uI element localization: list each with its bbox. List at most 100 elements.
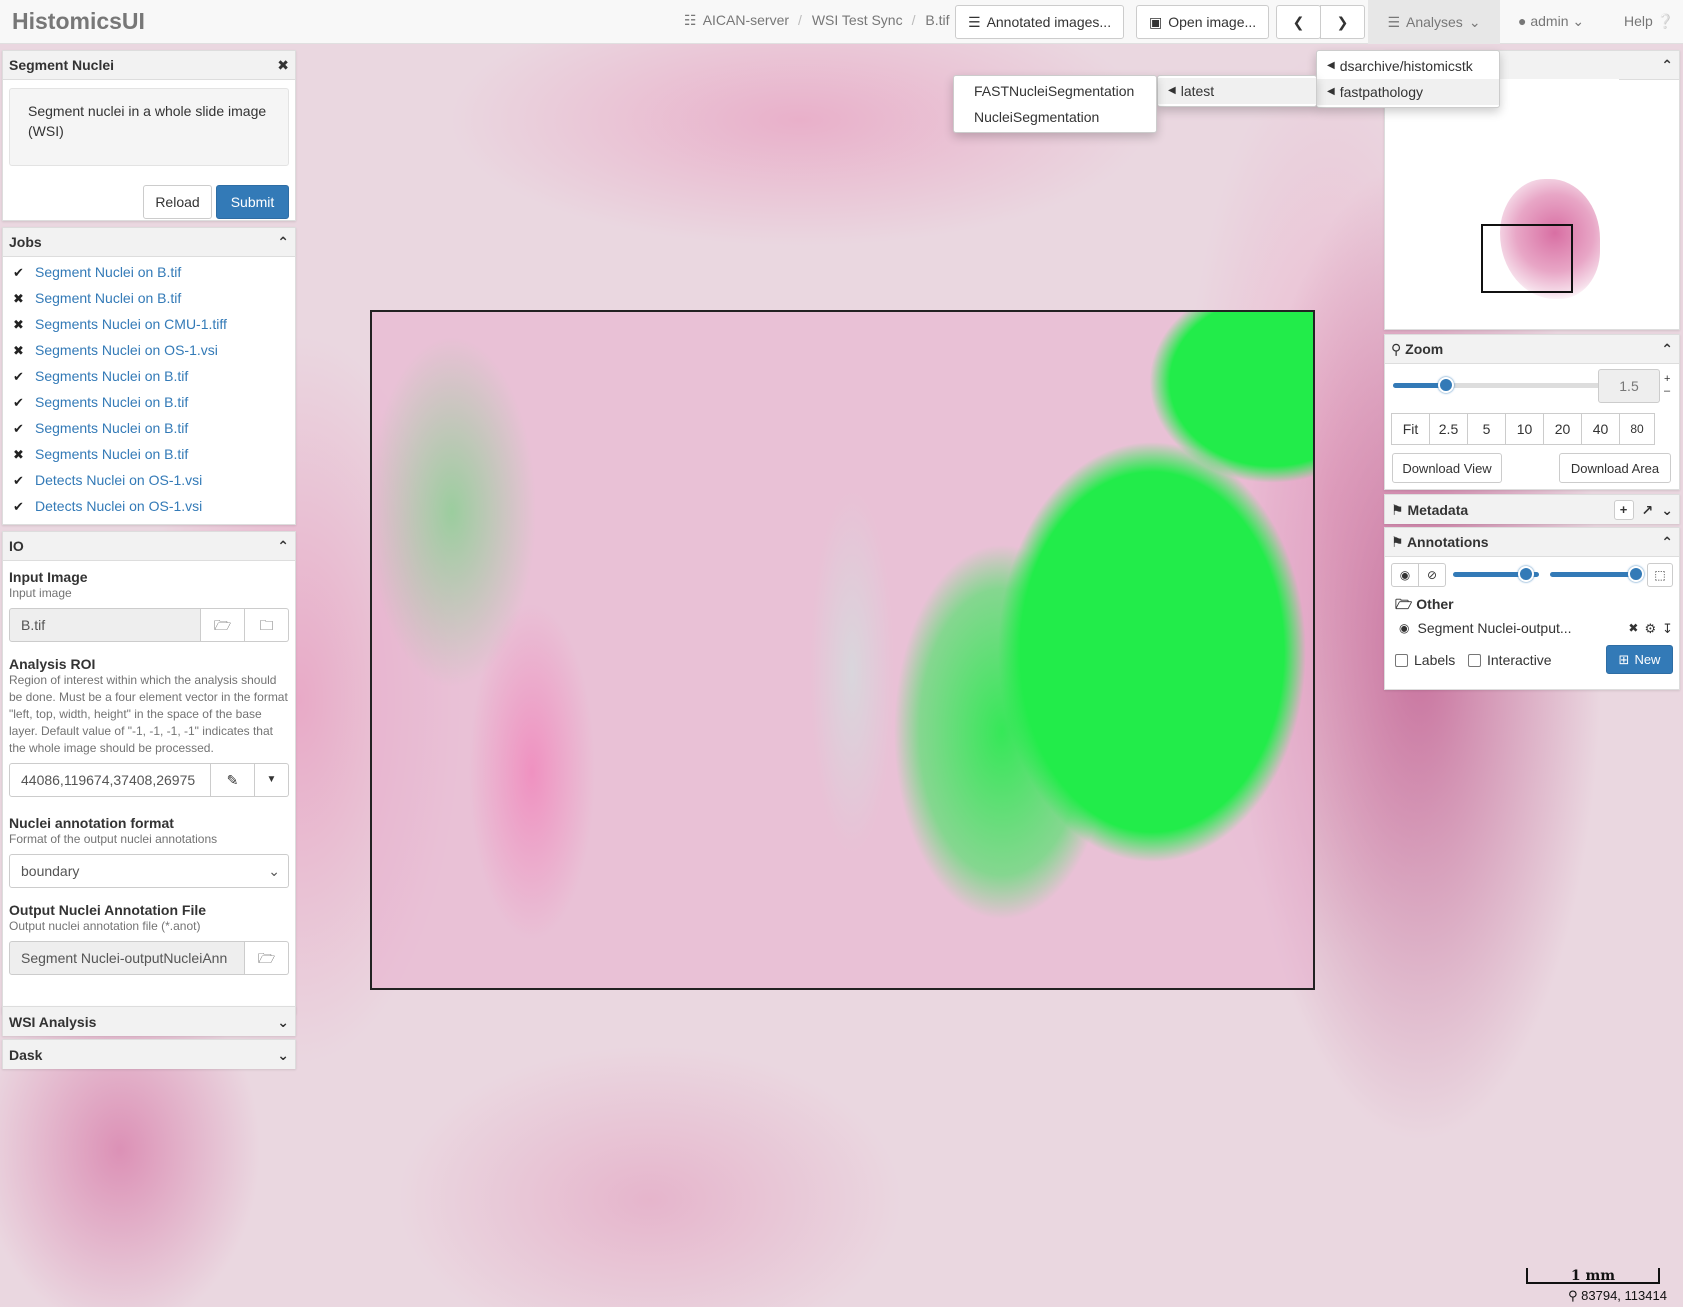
delete-icon[interactable]: ✖ xyxy=(1628,621,1639,635)
job-link[interactable]: Segments Nuclei on CMU-1.tiff xyxy=(35,316,227,332)
job-link[interactable]: Segment Nuclei on B.tif xyxy=(35,290,182,306)
draw-roi-button[interactable]: ✎ xyxy=(211,763,255,797)
job-link[interactable]: Segments Nuclei on B.tif xyxy=(35,394,189,410)
download-area-button[interactable]: Download Area xyxy=(1559,453,1671,483)
gear-icon[interactable]: ⚙ xyxy=(1644,620,1657,636)
annotation-item[interactable]: ◉ Segment Nuclei-output... ✖ ⚙ ↧ xyxy=(1399,620,1673,636)
zoom-slider[interactable] xyxy=(1393,377,1603,393)
previous-image-button[interactable]: ❮ xyxy=(1276,5,1321,39)
fill-opacity-slider-handle[interactable] xyxy=(1628,566,1644,582)
close-icon[interactable]: ✖ xyxy=(277,57,289,73)
annotations-header[interactable]: ⚑ Annotations ⌃ xyxy=(1385,528,1679,557)
zoom-preset-button[interactable]: 5 xyxy=(1467,413,1506,445)
reload-button[interactable]: Reload xyxy=(143,185,212,219)
metadata-header[interactable]: ⚑ Metadata + ↗ ⌄ xyxy=(1385,495,1679,524)
chevron-up-icon[interactable]: ⌃ xyxy=(1661,534,1673,550)
menu-item-dsarchive[interactable]: ◀ dsarchive/histomicstk xyxy=(1317,53,1499,79)
zoom-preset-button[interactable]: 20 xyxy=(1543,413,1582,445)
job-item[interactable]: ✔ Segments Nuclei on B.tif xyxy=(3,389,295,415)
brand-logo[interactable]: HistomicsUI xyxy=(12,8,145,34)
minus-icon[interactable]: – xyxy=(1664,385,1671,397)
zoom-slider-handle[interactable] xyxy=(1437,377,1454,393)
zoom-preset-button[interactable]: Fit xyxy=(1391,413,1430,445)
browse-folder-button[interactable]: 🗁 xyxy=(245,941,289,975)
zoom-preset-button[interactable]: 40 xyxy=(1581,413,1620,445)
chevron-down-icon[interactable]: ⌄ xyxy=(277,1046,289,1063)
chevron-down-icon[interactable]: ⌄ xyxy=(1661,501,1673,518)
chevron-up-icon[interactable]: ⌃ xyxy=(277,234,289,250)
chevron-up-icon[interactable]: ⌃ xyxy=(1661,57,1673,73)
open-image-button[interactable]: ▣ Open image... xyxy=(1136,5,1270,39)
job-link[interactable]: Segments Nuclei on OS-1.vsi xyxy=(35,342,218,358)
jobs-header[interactable]: Jobs ⌃ xyxy=(3,228,295,257)
labels-toggle[interactable]: Labels xyxy=(1395,652,1455,668)
download-view-button[interactable]: Download View xyxy=(1392,453,1502,483)
zoom-preset-button[interactable]: 2.5 xyxy=(1429,413,1468,445)
download-icon[interactable]: ↧ xyxy=(1662,620,1673,636)
plus-icon[interactable]: + xyxy=(1664,373,1671,385)
eye-icon[interactable]: ◉ xyxy=(1399,621,1410,635)
new-annotation-button[interactable]: ⊞ New xyxy=(1606,645,1673,674)
opacity-slider-handle[interactable] xyxy=(1518,566,1535,582)
hide-all-button[interactable]: ⊘ xyxy=(1418,563,1446,587)
analyses-menu[interactable]: ☰ Analyses ⌄ xyxy=(1368,0,1500,44)
chevron-up-icon[interactable]: ⌃ xyxy=(277,538,289,554)
show-all-button[interactable]: ◉ xyxy=(1391,563,1419,587)
expand-icon[interactable]: ↗ xyxy=(1641,501,1654,518)
zoom-preset-button[interactable]: 10 xyxy=(1505,413,1544,445)
job-item[interactable]: ✔ Detects Nuclei on OS-1.vsi xyxy=(3,467,295,493)
job-item[interactable]: ✖ Segments Nuclei on CMU-1.tiff xyxy=(3,311,295,337)
output-file-value[interactable]: Segment Nuclei-outputNucleiAnn xyxy=(9,941,245,975)
interactive-checkbox[interactable] xyxy=(1468,653,1481,667)
wsi-analysis-header[interactable]: WSI Analysis ⌄ xyxy=(3,1007,295,1036)
breadcrumb-folder[interactable]: WSI Test Sync xyxy=(811,12,903,28)
dask-header[interactable]: Dask ⌄ xyxy=(3,1040,295,1069)
menu-item-fast-nuclei-segmentation[interactable]: FASTNucleiSegmentation xyxy=(974,83,1135,99)
overview-thumbnail[interactable] xyxy=(1445,79,1619,325)
fill-opacity-slider[interactable] xyxy=(1550,566,1644,582)
zoom-value[interactable]: 1.5 xyxy=(1598,369,1660,403)
job-link[interactable]: Detects Nuclei on OS-1.vsi xyxy=(35,498,203,514)
job-item[interactable]: ✔ Segment Nuclei on B.tif xyxy=(3,259,295,285)
chevron-up-icon[interactable]: ⌃ xyxy=(1661,341,1673,357)
input-image-value[interactable]: B.tif xyxy=(9,608,201,642)
add-metadata-button[interactable]: + xyxy=(1613,499,1634,520)
job-link[interactable]: Segments Nuclei on B.tif xyxy=(35,420,189,436)
annotated-images-button[interactable]: ☰ Annotated images... xyxy=(955,5,1125,39)
labels-checkbox[interactable] xyxy=(1395,653,1408,667)
annotation-name[interactable]: Segment Nuclei-output... xyxy=(1417,620,1572,636)
zoom-stepper[interactable]: + – xyxy=(1664,373,1670,397)
breadcrumb-server[interactable]: AICAN-server xyxy=(702,12,790,28)
job-link[interactable]: Detects Nuclei on OS-1.vsi xyxy=(35,472,203,488)
wsi-analysis-panel[interactable]: WSI Analysis ⌄ xyxy=(2,1006,296,1036)
menu-item-nuclei-segmentation[interactable]: NucleiSegmentation xyxy=(974,109,1100,125)
help-link[interactable]: Help ❔ xyxy=(1624,13,1674,29)
user-menu[interactable]: ● admin ⌄ xyxy=(1518,13,1584,29)
menu-item-fastpathology[interactable]: ◀ fastpathology xyxy=(1317,79,1499,105)
job-item[interactable]: ✔ Segments Nuclei on B.tif xyxy=(3,415,295,441)
select-region-button[interactable]: ⬚ xyxy=(1647,563,1673,587)
submit-button[interactable]: Submit xyxy=(216,185,289,219)
zoom-preset-button[interactable]: 80 xyxy=(1619,413,1655,445)
dask-panel[interactable]: Dask ⌄ xyxy=(2,1039,296,1069)
upload-button[interactable]: 🗀 xyxy=(245,608,289,642)
job-item[interactable]: ✖ Segments Nuclei on OS-1.vsi xyxy=(3,337,295,363)
overview-viewport-box[interactable] xyxy=(1481,224,1573,293)
job-item[interactable]: ✔ Segments Nuclei on B.tif xyxy=(3,363,295,389)
next-image-button[interactable]: ❯ xyxy=(1320,5,1365,39)
job-link[interactable]: Segment Nuclei on B.tif xyxy=(35,264,182,280)
job-item[interactable]: ✔ Detects Nuclei on OS-1.vsi xyxy=(3,493,295,519)
io-header[interactable]: IO ⌃ xyxy=(3,532,295,561)
breadcrumb-image[interactable]: B.tif xyxy=(925,12,950,28)
job-link[interactable]: Segments Nuclei on B.tif xyxy=(35,368,189,384)
job-item[interactable]: ✖ Segment Nuclei on B.tif xyxy=(3,285,295,311)
job-link[interactable]: Segments Nuclei on B.tif xyxy=(35,446,189,462)
annotation-group[interactable]: 🗁 Other xyxy=(1395,596,1454,612)
format-select[interactable]: boundary ⌄ xyxy=(9,854,289,888)
chevron-down-icon[interactable]: ⌄ xyxy=(277,1013,289,1030)
job-item[interactable]: ✖ Segments Nuclei on B.tif xyxy=(3,441,295,467)
zoom-header[interactable]: ⚲ Zoom ⌃ xyxy=(1385,335,1679,364)
interactive-toggle[interactable]: Interactive xyxy=(1468,652,1552,668)
menu-item-latest[interactable]: ◀ latest xyxy=(1158,78,1316,104)
browse-folder-button[interactable]: 🗁 xyxy=(201,608,245,642)
